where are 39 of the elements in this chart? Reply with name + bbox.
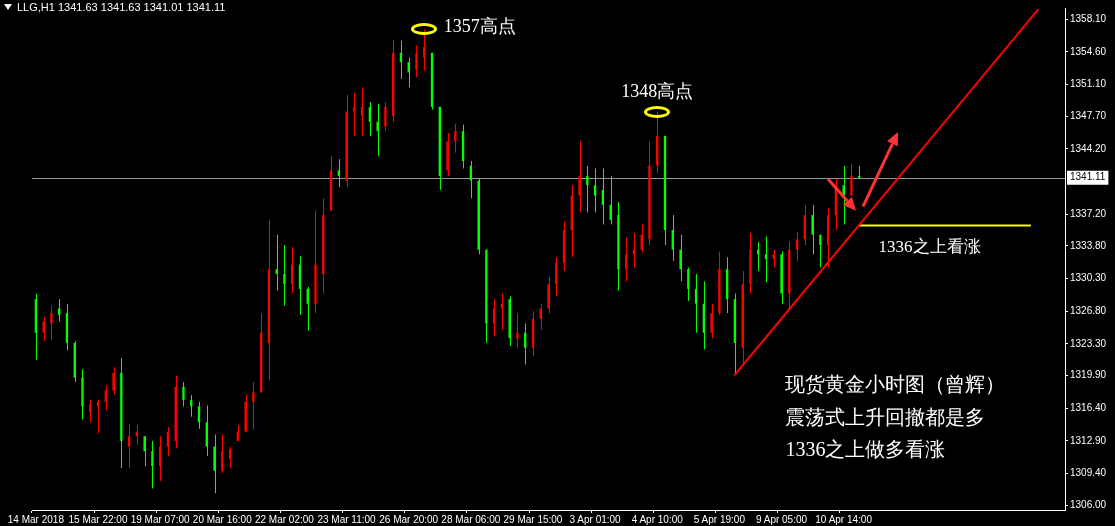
x-tick-label: 22 Mar 02:00 (254, 513, 315, 525)
y-tick-label: 1309.40 (1070, 467, 1107, 479)
y-tick-label: 1330.30 (1070, 272, 1107, 284)
annotation: 1336之上做多看涨 (785, 438, 946, 461)
x-tick-label: 14 Mar 2018 (7, 513, 65, 525)
x-tick-label: 23 Mar 11:00 (317, 513, 377, 525)
ref-line-label: 1341.11 (1070, 171, 1106, 183)
y-tick-label: 1312.90 (1070, 434, 1107, 446)
x-tick-label: 28 Mar 06:00 (441, 513, 501, 525)
x-tick-label: 19 Mar 07:00 (130, 513, 191, 525)
y-tick-label: 1358.10 (1070, 12, 1107, 24)
y-tick-label: 1337.20 (1070, 207, 1107, 219)
x-tick-label: 29 Mar 15:00 (503, 513, 563, 525)
y-tick-label: 1354.60 (1070, 45, 1107, 57)
y-tick-label: 1319.90 (1070, 369, 1107, 381)
x-tick-label: 9 Apr 05:00 (755, 513, 808, 525)
x-tick-label: 26 Mar 20:00 (379, 513, 439, 525)
x-tick-label: 15 Mar 22:00 (68, 513, 128, 525)
x-tick-label: 10 Apr 14:00 (815, 513, 873, 525)
y-tick-label: 1316.40 (1070, 402, 1107, 414)
annotation: 1336之上看涨 (878, 236, 981, 256)
annotation: 1357高点 (443, 15, 516, 36)
y-tick-label: 1333.80 (1070, 239, 1107, 251)
y-tick-label: 1326.80 (1070, 305, 1107, 316)
candlestick (252, 381, 255, 431)
x-tick-label: 20 Mar 16:00 (192, 513, 253, 525)
y-tick-label: 1323.30 (1070, 337, 1107, 349)
y-tick-label: 1306.00 (1070, 499, 1107, 511)
chart-title: LLG,H1 1341.63 1341.63 1341.01 1341.11 (17, 1, 226, 13)
annotation: 1348高点 (621, 81, 694, 102)
y-tick-label: 1347.70 (1070, 109, 1107, 121)
candlestick (275, 234, 278, 292)
x-tick-label: 3 Apr 01:00 (569, 513, 622, 525)
annotation: 现货黄金小时图（曾辉） (785, 373, 1006, 396)
x-tick-label: 4 Apr 10:00 (631, 513, 684, 525)
x-tick-label: 5 Apr 19:00 (693, 513, 746, 525)
y-tick-label: 1351.10 (1070, 78, 1107, 90)
y-tick-label: 1344.20 (1070, 142, 1107, 154)
annotation: 震荡式上升回撤都是多 (785, 406, 986, 429)
